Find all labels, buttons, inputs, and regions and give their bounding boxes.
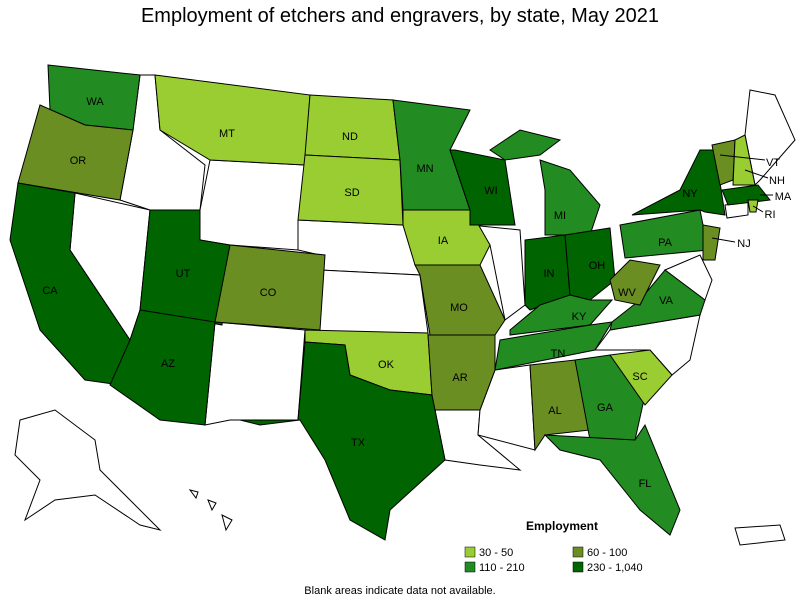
state-label: NH [769,175,785,187]
blank-state [204,321,306,426]
title: Employment of etchers and engravers, by … [141,5,659,27]
state [609,349,673,406]
state [427,334,496,411]
legend-label: 230 - 1,040 [587,562,643,574]
blank-state [14,409,162,531]
state-label: MA [775,191,792,203]
leader-line [719,154,766,161]
leader-line [711,237,736,243]
state-label: KY [572,311,587,323]
state-label: IA [438,235,449,247]
blank-state [319,269,429,334]
state-label: MN [416,163,433,175]
state-label: UT [176,268,191,280]
state-label: TN [551,348,566,360]
state-label: GA [597,402,614,414]
state-label: FL [639,478,652,490]
legend-title: Employment [526,519,598,533]
state-label: OK [378,359,395,371]
state-label: AZ [161,358,175,370]
legend-label: 30 - 50 [479,547,513,559]
state-label: AR [452,372,467,384]
legend-swatch [572,546,584,558]
state [17,104,134,201]
legend-label: 60 - 100 [587,547,627,559]
state-label: OR [70,155,87,167]
state-label: MT [219,128,235,140]
state [154,74,311,166]
footnote: Blank areas indicate data not available. [304,585,495,597]
legend-label: 110 - 210 [479,562,525,574]
state-label: AL [548,405,561,417]
state-label: VA [659,295,674,307]
state-label: SC [632,371,647,383]
state [631,149,726,216]
state-label: NJ [737,238,750,250]
legend-swatch [464,546,476,558]
state-label: CO [260,287,277,299]
legend: Employment 30 - 50 60 - 100 110 - 210 230 -… [464,519,643,574]
state-label: TX [351,437,366,449]
blank-state [188,489,233,532]
state-label: MO [450,302,468,314]
state [414,264,506,336]
state-label: VT [766,157,780,169]
state-label: WI [484,185,497,197]
state [702,224,721,261]
state [109,309,216,426]
state-label: WA [86,96,104,108]
state-label: IN [544,268,555,280]
blank-state [199,159,306,251]
state-label: SD [344,187,359,199]
state [239,341,446,541]
state-label: CA [42,285,58,297]
state-label: MI [554,210,566,222]
legend-swatch [464,561,476,573]
state-label: ND [342,131,358,143]
state [564,227,616,301]
leader-line [752,205,764,213]
state-label: WV [618,287,636,299]
state-label: OH [589,260,606,272]
state-label: PA [658,237,673,249]
state [543,423,681,536]
state [509,294,614,336]
blank-state [734,524,786,546]
state [494,321,613,371]
blank-states [14,74,796,546]
state [609,259,661,306]
state [529,359,591,452]
legend-swatch [572,561,584,573]
state [304,94,401,161]
state-label: RI [765,209,776,221]
state-label: NY [682,188,698,200]
state [619,209,709,259]
states: WA OR CA MT UT CO AZ ND SD OK TX MN IA MO AR WI MI IN OH KY… [9,64,792,541]
leader-line [744,169,769,179]
